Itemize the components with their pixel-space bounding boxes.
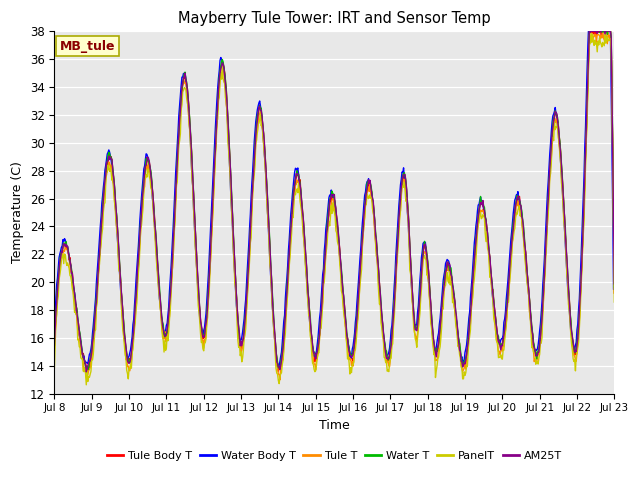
Text: MB_tule: MB_tule — [60, 39, 115, 52]
PanelT — [381, 355, 388, 361]
Water T — [174, 143, 182, 148]
AM25T — [381, 343, 388, 349]
Y-axis label: Temperature (C): Temperature (C) — [11, 162, 24, 264]
PanelT — [51, 365, 58, 371]
Tule T — [51, 347, 58, 352]
Water T — [381, 340, 388, 346]
PanelT — [560, 217, 568, 223]
Water Body T — [560, 213, 568, 218]
Tule T — [381, 348, 388, 353]
AM25T — [83, 369, 90, 375]
Tule T — [611, 290, 618, 296]
Tule T — [276, 377, 284, 383]
Tule Body T — [436, 323, 444, 329]
Tule Body T — [173, 158, 181, 164]
Tule Body T — [326, 196, 334, 202]
X-axis label: Time: Time — [319, 419, 349, 432]
Line: Tule Body T: Tule Body T — [54, 27, 614, 372]
Tule Body T — [605, 24, 612, 30]
Tule Body T — [51, 338, 58, 344]
AM25T — [611, 281, 618, 287]
Water Body T — [602, 19, 610, 25]
AM25T — [198, 330, 206, 336]
Tule T — [436, 335, 444, 340]
PanelT — [83, 382, 90, 388]
Tule Body T — [381, 345, 388, 350]
Water Body T — [198, 324, 205, 330]
Tule T — [560, 205, 568, 211]
Water Body T — [51, 323, 58, 328]
Tule T — [173, 166, 181, 171]
Water Body T — [173, 143, 181, 149]
AM25T — [174, 144, 182, 150]
Tule Body T — [560, 202, 568, 208]
Line: Tule T: Tule T — [54, 29, 614, 380]
Tule Body T — [275, 369, 282, 374]
Water T — [560, 200, 568, 205]
Water Body T — [381, 344, 388, 350]
AM25T — [326, 195, 334, 201]
PanelT — [326, 214, 334, 219]
PanelT — [587, 30, 595, 36]
Water Body T — [611, 285, 618, 290]
Tule Body T — [198, 323, 205, 329]
AM25T — [436, 324, 444, 329]
Title: Mayberry Tule Tower: IRT and Sensor Temp: Mayberry Tule Tower: IRT and Sensor Temp — [178, 11, 491, 26]
Legend: Tule Body T, Water Body T, Tule T, Water T, PanelT, AM25T: Tule Body T, Water Body T, Tule T, Water… — [102, 446, 566, 465]
Water T — [611, 284, 618, 290]
Tule T — [599, 26, 607, 32]
Tule Body T — [611, 290, 618, 296]
PanelT — [611, 299, 618, 305]
Water T — [84, 367, 92, 372]
Water Body T — [275, 364, 282, 370]
PanelT — [198, 338, 206, 344]
PanelT — [174, 158, 182, 164]
Line: PanelT: PanelT — [54, 33, 614, 385]
AM25T — [51, 342, 58, 348]
Tule T — [198, 331, 205, 336]
PanelT — [436, 344, 444, 349]
AM25T — [560, 203, 568, 208]
Water T — [51, 340, 58, 346]
Tule T — [326, 206, 334, 212]
Line: Water Body T: Water Body T — [54, 22, 614, 367]
Water T — [601, 24, 609, 29]
AM25T — [586, 24, 593, 29]
Water T — [436, 325, 444, 331]
Water Body T — [326, 193, 334, 199]
Line: AM25T: AM25T — [54, 26, 614, 372]
Line: Water T: Water T — [54, 26, 614, 370]
Water Body T — [436, 316, 444, 322]
Water T — [198, 328, 206, 334]
Water T — [326, 194, 334, 200]
